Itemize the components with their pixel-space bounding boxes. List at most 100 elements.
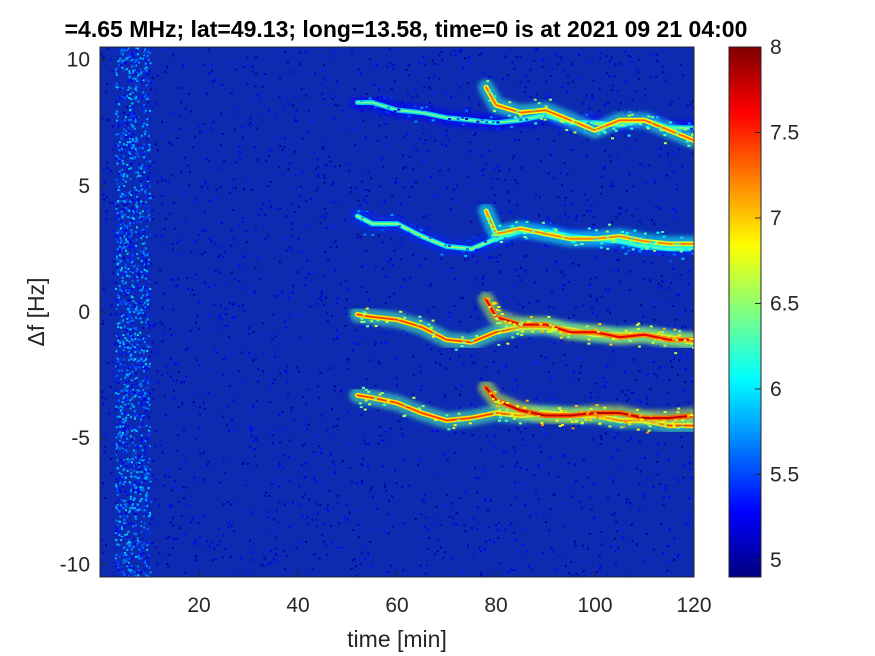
noise-band-cell	[123, 208, 126, 211]
noise-cell	[354, 143, 356, 146]
noise-band-cell	[135, 486, 138, 489]
noise-cell	[286, 97, 289, 100]
noise-cell	[336, 85, 339, 88]
noise-cell	[512, 446, 515, 449]
noise-cell	[353, 342, 356, 345]
noise-band-cell	[140, 166, 143, 169]
trace-speckle	[677, 334, 681, 337]
noise-band-cell	[143, 301, 146, 304]
trace-speckle	[689, 413, 693, 416]
noise-cell	[241, 220, 244, 223]
noise-band-cell	[121, 235, 124, 238]
noise-band-cell	[116, 449, 119, 451]
noise-band-cell	[137, 144, 140, 147]
noise-cell	[514, 179, 517, 182]
noise-band-cell	[146, 123, 149, 126]
noise-cell	[439, 169, 441, 172]
noise-band-cell	[132, 503, 134, 506]
noise-band-cell	[127, 299, 130, 302]
trace-speckle	[468, 422, 472, 425]
noise-band-cell	[140, 554, 143, 556]
noise-band-cell	[148, 147, 151, 150]
trace-speckle	[363, 408, 367, 411]
trace-speckle	[476, 120, 480, 123]
noise-cell	[381, 389, 384, 392]
noise-cell	[424, 257, 427, 260]
noise-cell	[672, 207, 675, 210]
noise-band-cell	[136, 509, 139, 512]
noise-band-cell	[135, 367, 138, 370]
noise-cell	[105, 217, 108, 220]
trace-speckle	[428, 237, 432, 240]
noise-cell	[583, 193, 586, 196]
noise-band-cell	[120, 240, 123, 242]
trace-speckle	[518, 323, 522, 325]
noise-band-cell	[127, 561, 130, 564]
noise-band-cell	[123, 553, 126, 556]
noise-cell	[525, 254, 528, 257]
trace-speckle	[612, 127, 616, 130]
noise-cell	[492, 541, 495, 543]
noise-band-cell	[136, 205, 139, 208]
noise-cell	[172, 112, 175, 115]
noise-cell	[668, 528, 671, 531]
noise-cell	[184, 221, 187, 224]
noise-cell	[676, 294, 679, 296]
noise-cell	[392, 64, 395, 67]
noise-band-cell	[136, 506, 139, 509]
noise-band-cell	[124, 411, 127, 414]
noise-cell	[675, 477, 678, 480]
noise-cell	[252, 359, 254, 362]
noise-band-cell	[115, 254, 118, 256]
noise-cell	[243, 66, 246, 69]
noise-cell	[535, 397, 538, 400]
noise-cell	[164, 71, 167, 73]
noise-cell	[112, 125, 115, 128]
noise-cell	[629, 502, 632, 505]
noise-cell	[346, 298, 348, 301]
trace-speckle	[539, 323, 543, 326]
noise-band-cell	[133, 61, 136, 64]
noise-cell	[624, 134, 627, 137]
noise-band-cell	[141, 439, 144, 442]
noise-cell	[332, 181, 335, 184]
noise-band-cell	[136, 287, 139, 289]
noise-cell	[265, 242, 268, 245]
noise-cell	[317, 453, 320, 456]
noise-band-cell	[132, 98, 135, 101]
noise-cell	[579, 112, 582, 115]
noise-cell	[677, 373, 680, 376]
noise-band-cell	[117, 298, 120, 301]
noise-cell	[352, 528, 354, 531]
noise-cell	[234, 316, 236, 319]
noise-band-cell	[120, 315, 123, 318]
noise-cell	[283, 146, 286, 149]
noise-band-cell	[119, 363, 122, 366]
trace-speckle	[498, 329, 502, 332]
noise-cell	[165, 191, 168, 194]
noise-band-cell	[133, 87, 136, 90]
noise-band-cell	[148, 565, 151, 568]
noise-cell	[600, 443, 603, 446]
noise-cell	[552, 177, 555, 180]
noise-cell	[250, 509, 253, 512]
trace-speckle	[627, 249, 631, 252]
noise-band-cell	[124, 226, 127, 229]
trace-speckle	[497, 332, 501, 335]
noise-cell	[255, 464, 258, 467]
noise-band-cell	[142, 415, 145, 418]
noise-band-cell	[133, 481, 136, 484]
trace-speckle	[421, 108, 424, 111]
noise-band-cell	[145, 292, 148, 295]
noise-cell	[112, 148, 115, 151]
noise-cell	[167, 565, 170, 568]
noise-cell	[403, 278, 406, 281]
noise-band-cell	[119, 247, 121, 250]
trace-speckle	[619, 421, 623, 424]
noise-cell	[541, 66, 544, 68]
noise-band-cell	[122, 164, 125, 167]
noise-cell	[180, 381, 183, 384]
noise-cell	[421, 499, 423, 502]
trace-speckle	[403, 414, 407, 417]
noise-band-cell	[136, 283, 139, 286]
